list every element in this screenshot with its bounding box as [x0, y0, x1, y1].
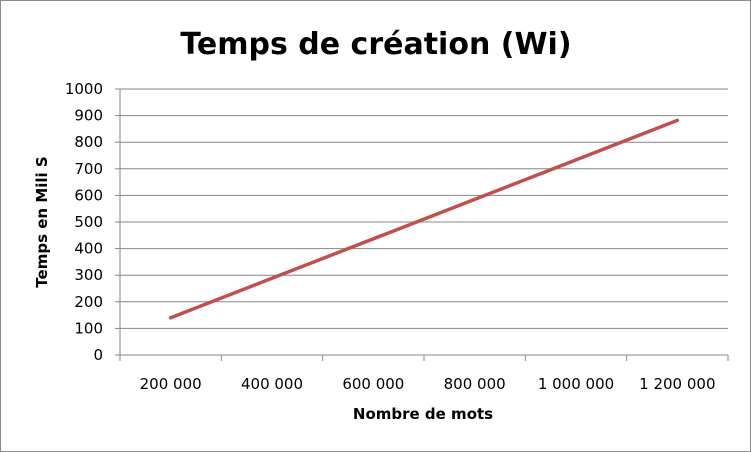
y-tick-label: 700	[74, 160, 103, 178]
y-tick-label: 0	[93, 346, 103, 364]
y-tick-label: 400	[74, 240, 103, 258]
series-group	[168, 118, 680, 320]
x-tick-label: 200 000	[140, 375, 202, 393]
x-tick-label: 400 000	[241, 375, 303, 393]
y-tick-label: 500	[74, 213, 103, 231]
x-tick-label: 1 000 000	[538, 375, 614, 393]
y-axis-ticks: 0 100 200 300 400 500 600 700 800 900 1000	[65, 80, 120, 364]
series-line	[168, 118, 680, 320]
y-axis-title: Temps en Mili S	[33, 156, 51, 287]
x-axis-title: Nombre de mots	[353, 405, 493, 423]
y-tick-label: 900	[74, 107, 103, 125]
chart-title: Temps de création (Wi)	[180, 27, 571, 62]
x-tick-label: 1 200 000	[639, 375, 715, 393]
y-tick-label: 1000	[65, 80, 103, 98]
gridlines	[120, 88, 728, 329]
y-tick-label: 200	[74, 293, 103, 311]
y-tick-label: 800	[74, 133, 103, 151]
x-axis: 200 000 400 000 600 000 800 000 1 000 000 1 2…	[119, 89, 729, 393]
y-tick-label: 100	[74, 319, 103, 337]
x-tick-label: 800 000	[444, 375, 506, 393]
y-tick-label: 600	[74, 186, 103, 204]
x-tick-label: 600 000	[342, 375, 404, 393]
y-tick-label: 300	[74, 266, 103, 284]
